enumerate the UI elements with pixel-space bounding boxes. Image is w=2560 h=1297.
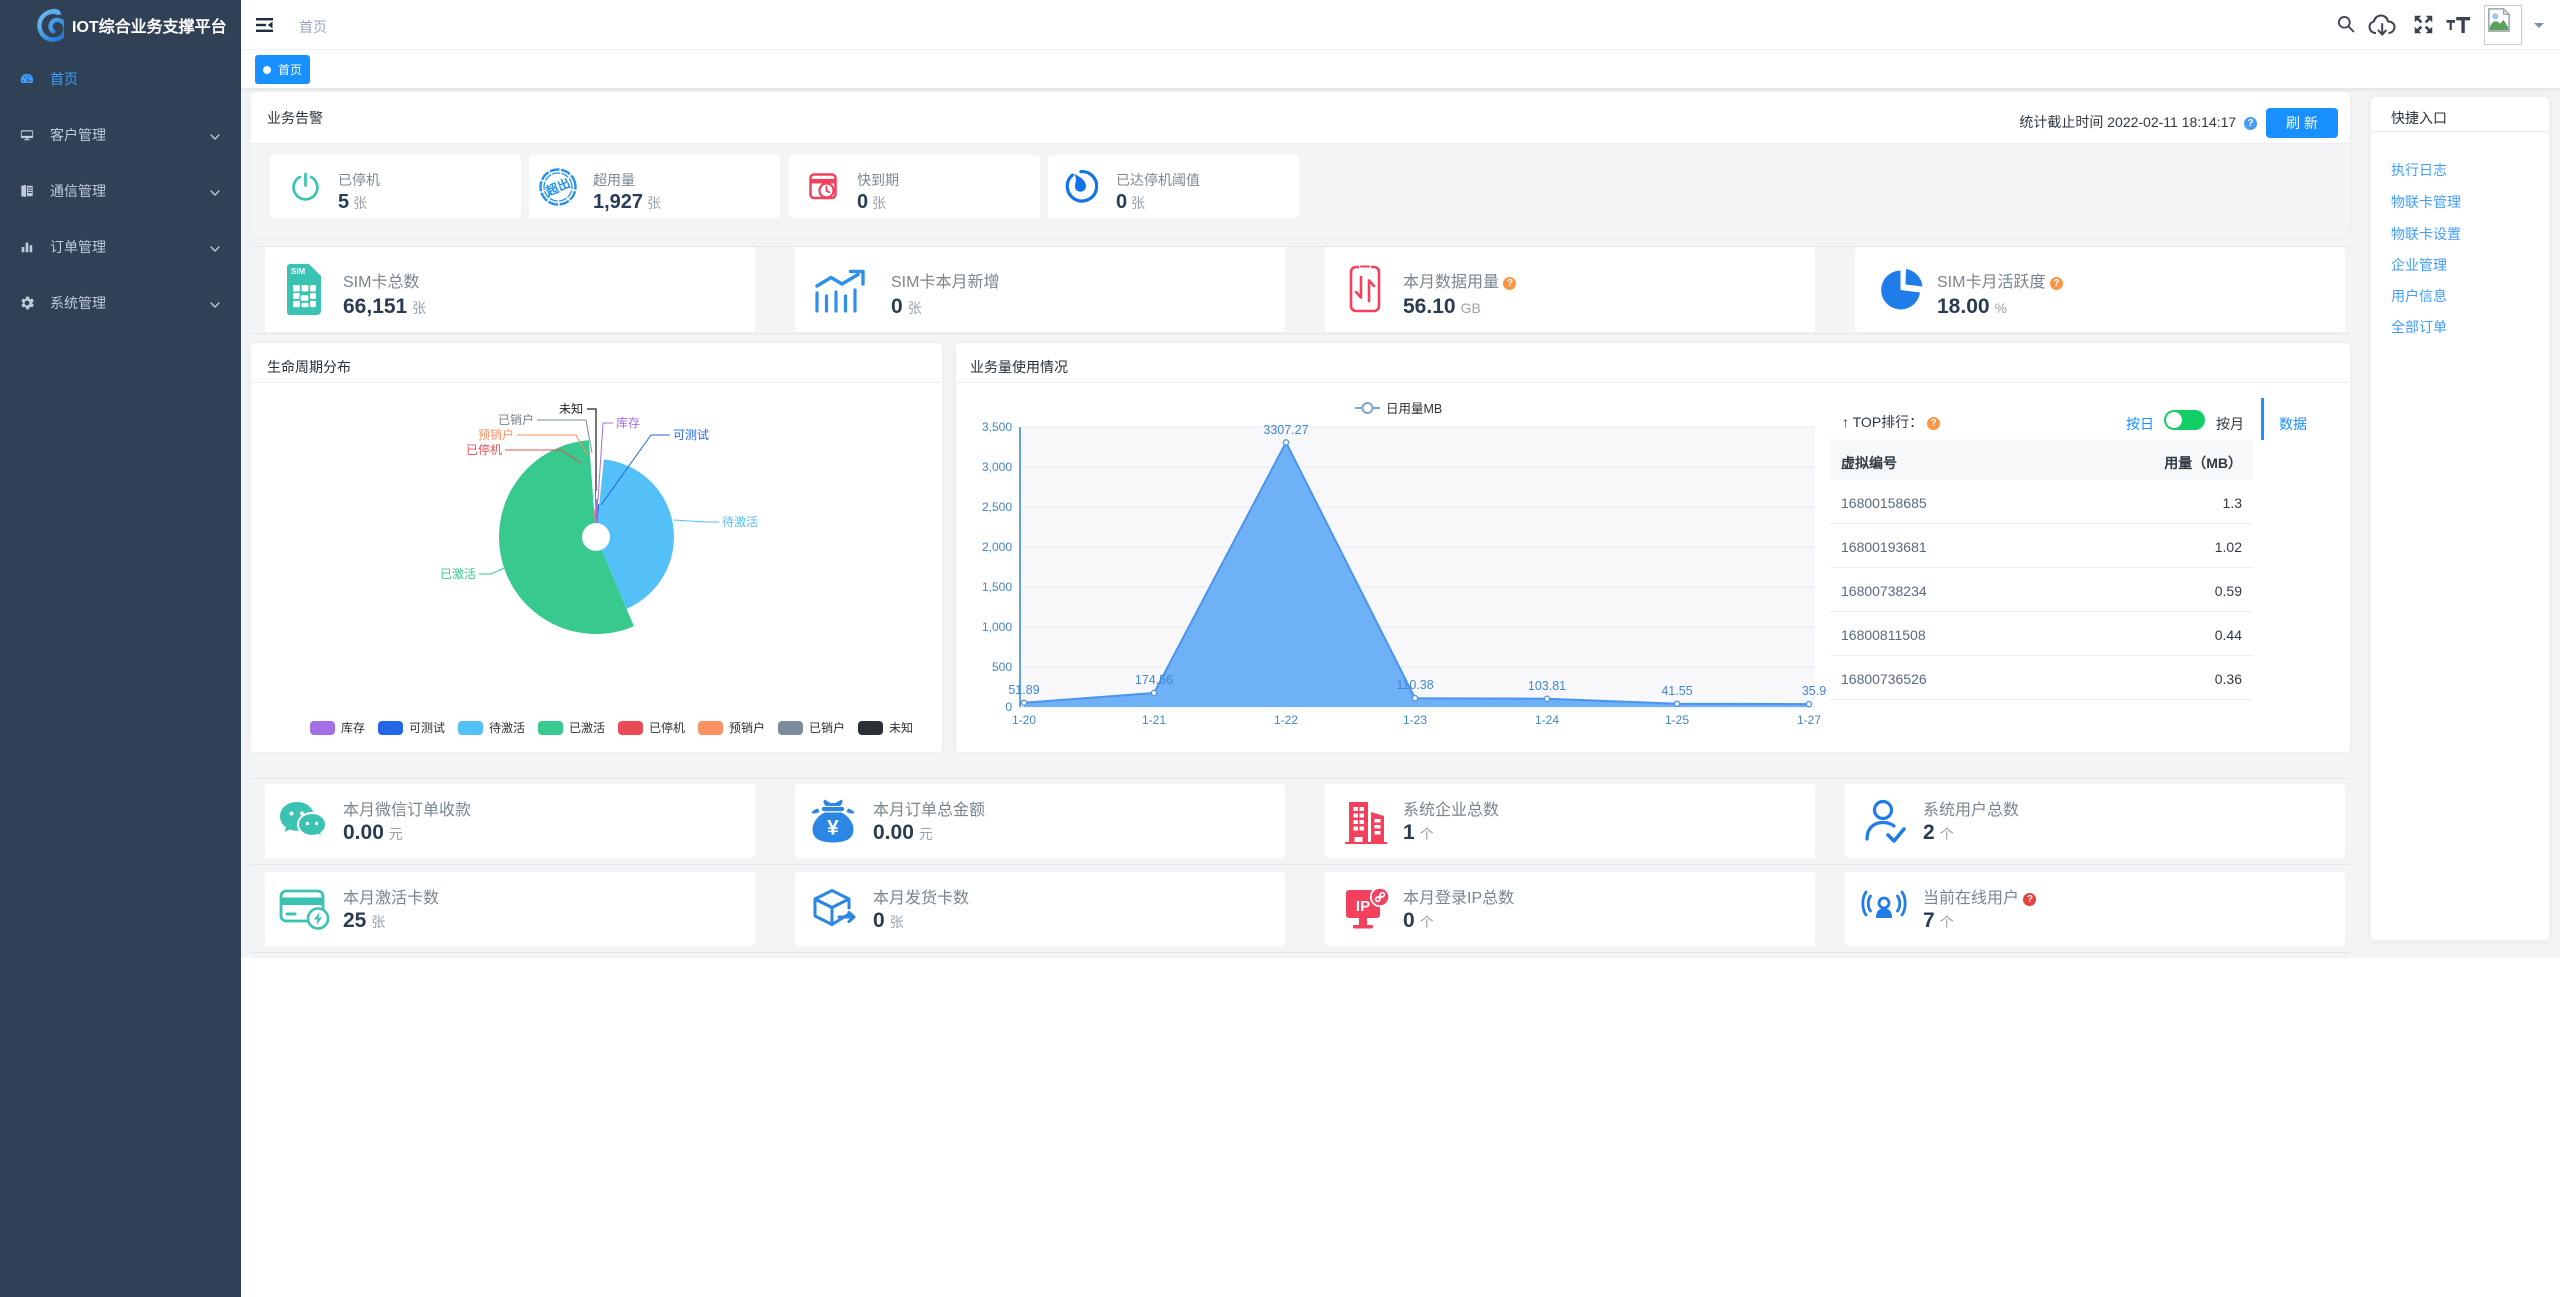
svg-text:1-27: 1-27: [1797, 713, 1821, 727]
svg-text:103.81: 103.81: [1528, 679, 1566, 693]
svg-text:IP: IP: [1356, 898, 1370, 915]
svg-text:已销户: 已销户: [498, 412, 534, 427]
svg-text:可测试: 可测试: [409, 720, 445, 735]
svg-text:未知: 未知: [889, 721, 913, 735]
svg-text:预销户: 预销户: [729, 720, 765, 735]
svg-text:3307.27: 3307.27: [1263, 423, 1308, 437]
svg-text:110.38: 110.38: [1396, 678, 1433, 692]
svg-text:已销户: 已销户: [809, 720, 845, 735]
svg-text:1,000: 1,000: [982, 620, 1012, 634]
svg-text:1-21: 1-21: [1142, 713, 1166, 727]
svg-text:1-23: 1-23: [1403, 713, 1427, 727]
svg-text:174.56: 174.56: [1135, 673, 1173, 687]
svg-text:1-20: 1-20: [1012, 713, 1036, 727]
svg-text:可测试: 可测试: [673, 427, 709, 442]
svg-text:3,000: 3,000: [982, 460, 1012, 474]
svg-text:已停机: 已停机: [649, 720, 685, 735]
svg-text:已激活: 已激活: [440, 567, 476, 581]
svg-text:1,500: 1,500: [982, 580, 1012, 594]
svg-text:51.89: 51.89: [1008, 683, 1039, 697]
svg-text:3,500: 3,500: [982, 420, 1012, 434]
svg-text:2,000: 2,000: [982, 540, 1012, 554]
svg-text:0: 0: [1005, 700, 1012, 714]
svg-text:1-25: 1-25: [1665, 713, 1689, 727]
svg-text:库存: 库存: [616, 415, 640, 430]
svg-text:已停机: 已停机: [466, 442, 502, 457]
svg-text:1-22: 1-22: [1274, 713, 1298, 727]
svg-text:41.55: 41.55: [1661, 684, 1692, 698]
svg-text:1-24: 1-24: [1535, 713, 1559, 727]
svg-text:日用量MB: 日用量MB: [1386, 402, 1442, 416]
svg-text:¥: ¥: [827, 817, 839, 840]
svg-text:2,500: 2,500: [982, 500, 1012, 514]
svg-text:未知: 未知: [559, 402, 583, 416]
svg-text:已激活: 已激活: [569, 721, 605, 735]
svg-text:预销户: 预销户: [478, 427, 514, 442]
svg-text:待激活: 待激活: [489, 721, 525, 735]
svg-text:35.9: 35.9: [1802, 684, 1826, 698]
svg-text:500: 500: [992, 660, 1012, 674]
svg-text:待激活: 待激活: [722, 515, 758, 529]
svg-text:库存: 库存: [341, 720, 365, 735]
svg-text:SIM: SIM: [291, 267, 306, 276]
